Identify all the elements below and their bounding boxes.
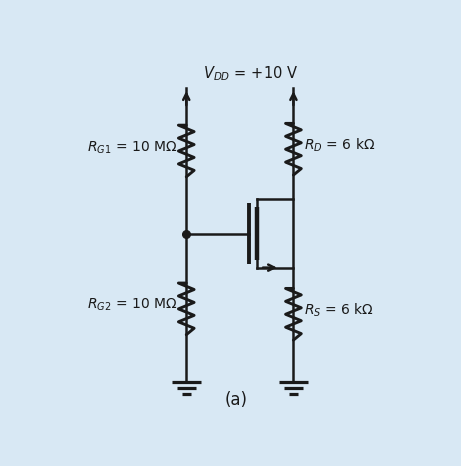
Text: (a): (a) xyxy=(225,391,248,409)
Text: $R_{G2}$ = 10 MΩ: $R_{G2}$ = 10 MΩ xyxy=(87,297,177,314)
Text: $R_S$ = 6 kΩ: $R_S$ = 6 kΩ xyxy=(304,302,374,319)
Text: $V_{DD}$ = +10 V: $V_{DD}$ = +10 V xyxy=(203,64,298,83)
Text: $R_D$ = 6 kΩ: $R_D$ = 6 kΩ xyxy=(304,137,376,154)
Text: $R_{G1}$ = 10 MΩ: $R_{G1}$ = 10 MΩ xyxy=(87,139,177,156)
